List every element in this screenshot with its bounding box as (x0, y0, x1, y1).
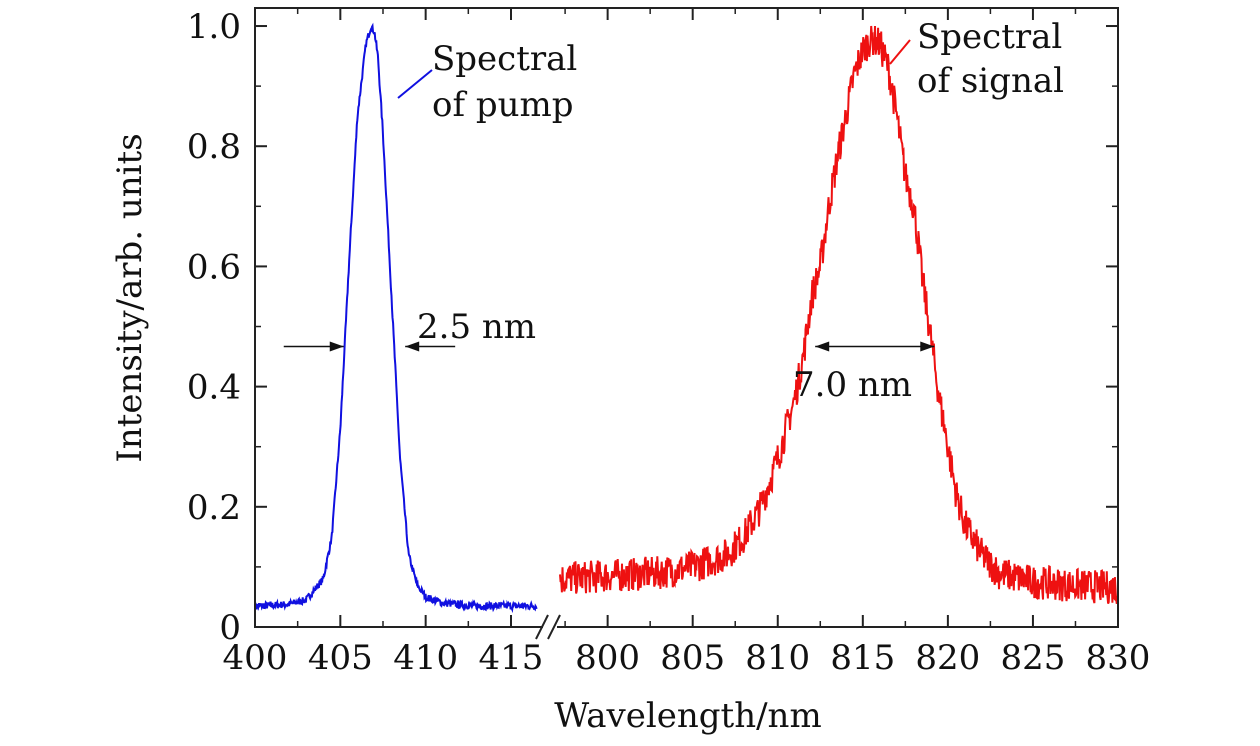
axes: 400 405 410 415 800 805 810 815 820 825 830 0 0.2 0.4… (187, 7, 1151, 678)
legend-pump-line1: Spectral (432, 39, 577, 79)
y-tick-label: 0.6 (187, 247, 241, 287)
fwhm-pump-label: 2.5 nm (417, 307, 536, 347)
fwhm-signal-arrowhead-left (815, 341, 830, 352)
x-tick-label: 815 (830, 638, 895, 678)
series-pump-line (254, 22, 538, 614)
x-tick-label: 820 (915, 638, 980, 678)
plot-frame (254, 7, 1119, 628)
legend-signal-line1: Spectral (917, 17, 1062, 57)
legend-signal-leader (889, 39, 911, 65)
fwhm-pump-arrowhead-left (329, 341, 344, 352)
y-tick-label: 0.8 (187, 127, 241, 167)
legend-signal: Spectral of signal (917, 17, 1064, 101)
fwhm-signal-label: 7.0 nm (793, 365, 912, 405)
axis-break-mark (547, 614, 561, 640)
x-tick-label: 405 (308, 638, 373, 678)
x-tick-label: 400 (223, 638, 288, 678)
axis-break-mark (535, 614, 549, 640)
series-signal-line (559, 25, 1119, 604)
y-tick-label: 1.0 (187, 7, 241, 47)
series-layer (254, 22, 1119, 614)
legend-signal-line2: of signal (917, 61, 1064, 101)
legend-pump-line2: of pump (432, 85, 574, 125)
legend-pump-leader (397, 69, 433, 99)
fwhm-signal-arrowhead-right (920, 341, 935, 352)
y-tick-label: 0.4 (187, 368, 241, 408)
x-tick-label: 410 (393, 638, 458, 678)
x-tick-label: 810 (745, 638, 810, 678)
x-tick-label: 830 (1086, 638, 1151, 678)
x-axis-title: Wavelength/nm (554, 696, 821, 736)
legend-pump: Spectral of pump (432, 39, 577, 125)
y-tick-label: 0 (219, 608, 241, 648)
x-tick-label: 805 (660, 638, 725, 678)
x-tick-label: 825 (1000, 638, 1065, 678)
fwhm-pump-arrowhead-right (405, 341, 420, 352)
annotations (283, 39, 935, 352)
x-tick-label: 415 (479, 638, 544, 678)
y-axis-title: Intensity/arb. units (110, 133, 150, 462)
x-tick-label: 800 (575, 638, 640, 678)
y-tick-label: 0.2 (187, 488, 241, 528)
